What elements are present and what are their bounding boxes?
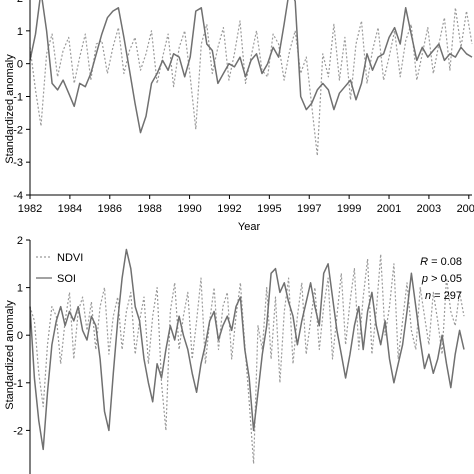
top-x-tick-label: 1992 (217, 203, 241, 215)
top-x-tick-label: 1997 (297, 203, 321, 215)
bottom-series-soi-line (29, 248, 465, 451)
stat-p: p > 0.05 (421, 273, 462, 285)
legend: NDVI SOI (36, 252, 83, 285)
top-x-tick-label: 1986 (98, 203, 122, 215)
top-y-tick-label: 2 (17, 0, 23, 5)
top-x-tick-label: 2005 (457, 203, 474, 215)
top-y-axis-label: Standardized anomaly (4, 54, 16, 164)
stat-n-value: = 297 (431, 290, 462, 302)
top-x-tick-label: 1988 (137, 203, 161, 215)
bottom-y-tick-label: 1 (17, 283, 23, 295)
top-y-tick-label: -3 (13, 157, 23, 169)
top-y-tick-label: -1 (13, 92, 23, 104)
legend-soi-label: SOI (57, 273, 76, 285)
stats-annotation: R = 0.08 p > 0.05 n = 297 (420, 256, 462, 302)
top-x-tick-label: 1990 (177, 203, 201, 215)
top-series-ndvi-line (29, 7, 473, 157)
top-x-tick-label: 1984 (58, 203, 82, 215)
bottom-y-tick-label: -1 (13, 378, 23, 390)
top-series-soi-line (29, 0, 473, 134)
top-panel: -4 -3 -2 -1 0 1 2 1982 1984 1986 1988 1990 1992 1995… (4, 0, 474, 233)
top-series-group (29, 0, 473, 157)
top-x-tick-label: 2003 (417, 203, 441, 215)
top-y-ticks: -4 -3 -2 -1 0 1 2 (13, 0, 30, 202)
bottom-y-tick-label: -2 (13, 425, 23, 437)
stat-n-var: n (425, 290, 431, 302)
stat-r-var: R (420, 256, 428, 268)
bottom-series-group (29, 248, 465, 465)
bottom-series-ndvi-line (29, 253, 465, 465)
top-y-tick-label: -2 (13, 124, 23, 136)
top-x-ticks: 1982 1984 1986 1988 1990 1992 1995 1997 1999 2001… (18, 195, 474, 215)
top-x-tick-label: 1999 (337, 203, 361, 215)
stat-p-var: p (421, 273, 428, 285)
stat-n: n = 297 (425, 290, 462, 302)
top-x-tick-label: 1995 (257, 203, 281, 215)
stat-p-value: > 0.05 (428, 273, 462, 285)
top-y-tick-label: -4 (13, 190, 23, 202)
top-y-tick-label: 1 (17, 26, 23, 38)
stat-r: R = 0.08 (420, 256, 462, 268)
legend-ndvi-label: NDVI (57, 252, 83, 264)
top-x-tick-label: 2001 (377, 203, 401, 215)
bottom-y-axis-label: Standardized anomaly (4, 300, 16, 410)
stat-r-value: = 0.08 (428, 256, 462, 268)
top-x-axis-label: Year (238, 221, 261, 233)
top-x-tick-label: 1982 (18, 203, 42, 215)
top-y-tick-label: 0 (17, 59, 23, 71)
bottom-y-tick-label: 2 (17, 235, 23, 247)
bottom-y-tick-label: 0 (17, 330, 23, 342)
